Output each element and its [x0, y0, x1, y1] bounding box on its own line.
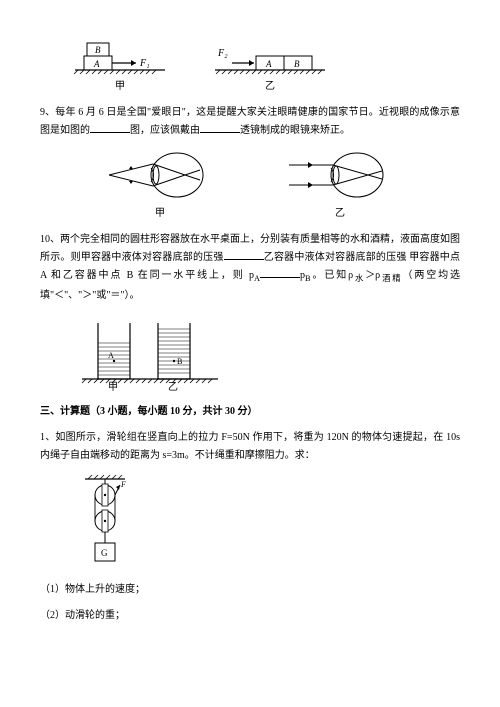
- svg-text:B: B: [294, 59, 300, 69]
- eye-cap-yi: 乙: [285, 205, 395, 223]
- label-f1: F₁: [139, 58, 150, 69]
- section-3-title: 三、计算题（3 小题，每小题 10 分，共计 30 分）: [40, 403, 460, 421]
- svg-text:G: G: [101, 548, 108, 558]
- fig-cap-yi: 乙: [210, 78, 330, 96]
- label-b: B: [95, 45, 101, 55]
- q9-c: 透镜制成的眼镜来矫正。: [240, 125, 350, 136]
- sub: 水: [353, 274, 365, 283]
- svg-text:乙: 乙: [168, 381, 178, 391]
- q10-e: ＞ρ: [365, 270, 380, 281]
- q3-1-sub2: （2）动滑轮的重；: [40, 607, 460, 625]
- svg-text:B: B: [177, 357, 182, 366]
- svg-text:A: A: [108, 351, 114, 360]
- q3-1-text: 1、如图所示，滑轮组在竖直向上的拉力 F=50N 作用下，将重为 120N 的物…: [40, 429, 460, 465]
- svg-text:甲: 甲: [108, 382, 118, 391]
- q8-figure: A B F₁ 甲 F₂: [70, 36, 460, 96]
- label-a: A: [93, 59, 100, 69]
- cylinders: A B 甲 乙: [80, 313, 220, 391]
- fig-yi: F₂ A B 乙: [210, 36, 330, 96]
- fig-jia: A B F₁ 甲: [70, 36, 170, 96]
- svg-text:A: A: [265, 59, 272, 69]
- sub: 酒精: [380, 274, 402, 283]
- eye-cap-jia: 甲: [105, 205, 215, 223]
- q9-figure: 甲 乙: [40, 148, 460, 223]
- fig-cap-jia: 甲: [70, 78, 170, 96]
- q10-text: 10、两个完全相同的圆柱形容器放在水平桌面上，分别装有质量相等的水和酒精，液面高…: [40, 231, 460, 305]
- blank: [260, 267, 300, 278]
- eye-yi: 乙: [285, 148, 395, 223]
- q9-text: 9、每年 6 月 6 日是全国"爱眼日"，这是提醒大家关注眼睛健康的国家节日。近…: [40, 104, 460, 140]
- label-f2: F₂: [217, 48, 228, 59]
- eye-jia: 甲: [105, 148, 215, 223]
- q10-figure: A B 甲 乙: [80, 313, 460, 391]
- blank: [200, 122, 240, 133]
- blank: [224, 249, 264, 260]
- blank: [90, 122, 130, 133]
- pulley-figure: F G: [80, 473, 460, 573]
- svg-text:F: F: [120, 480, 126, 489]
- q3-1-sub1: （1）物体上升的速度；: [40, 581, 460, 599]
- q10-d: 。已知ρ: [311, 270, 354, 281]
- q9-b: 图，应该佩戴由: [130, 125, 200, 136]
